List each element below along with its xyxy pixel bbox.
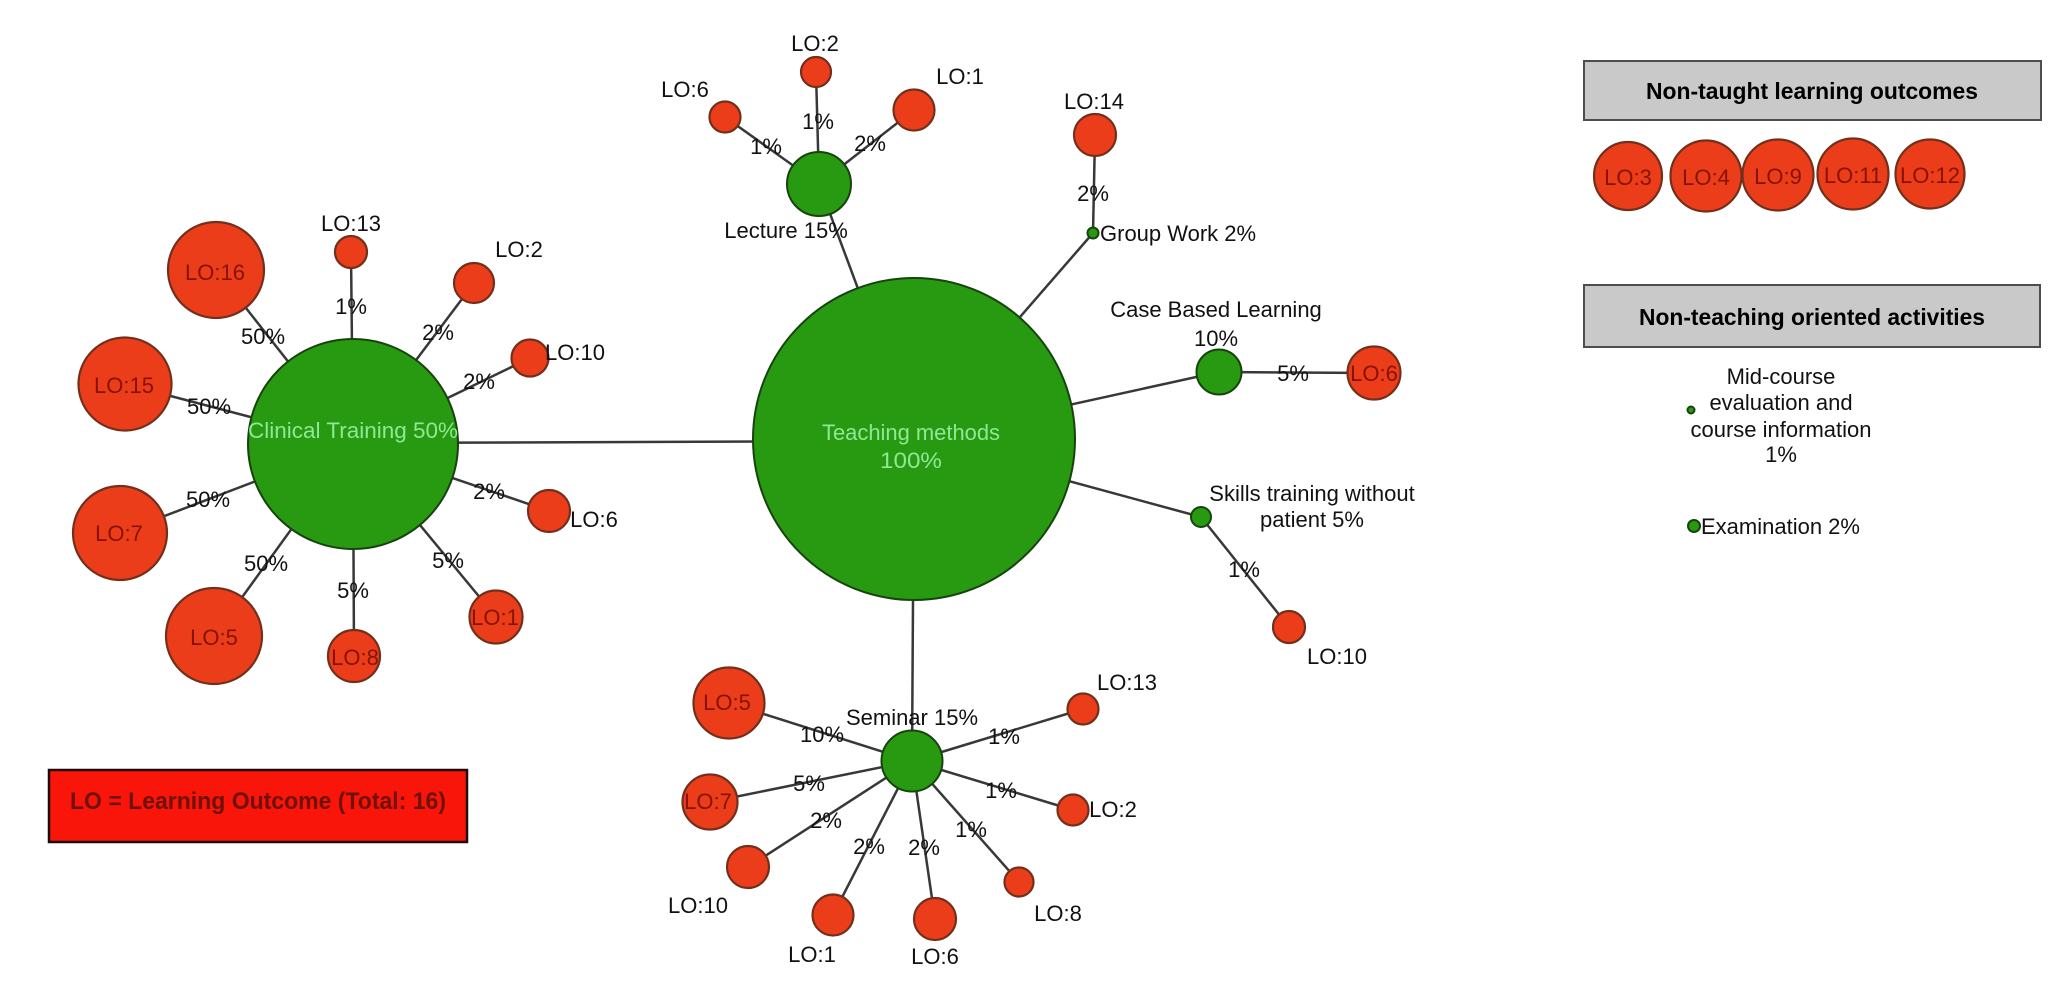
- svg-text:50%: 50%: [186, 487, 230, 512]
- svg-text:2%: 2%: [810, 808, 842, 833]
- svg-text:LO:10: LO:10: [668, 893, 728, 918]
- svg-text:LO:16: LO:16: [185, 260, 245, 285]
- svg-text:Skills training without: Skills training without: [1209, 481, 1414, 506]
- svg-text:Case Based Learning: Case Based Learning: [1110, 297, 1322, 322]
- svg-text:Seminar 15%: Seminar 15%: [846, 705, 978, 730]
- svg-text:LO:6: LO:6: [661, 77, 709, 102]
- svg-text:1%: 1%: [988, 724, 1020, 749]
- svg-text:2%: 2%: [908, 835, 940, 860]
- svg-text:1%: 1%: [1765, 442, 1797, 467]
- svg-text:LO:1: LO:1: [471, 605, 519, 630]
- svg-text:2%: 2%: [853, 834, 885, 859]
- svg-text:LO:8: LO:8: [1034, 901, 1082, 926]
- svg-text:LO:11: LO:11: [1824, 163, 1882, 188]
- svg-text:Clinical Training 50%: Clinical Training 50%: [248, 418, 458, 443]
- svg-text:LO:7: LO:7: [684, 789, 732, 814]
- svg-text:LO:3: LO:3: [1604, 165, 1652, 190]
- svg-text:50%: 50%: [187, 394, 231, 419]
- svg-text:1%: 1%: [955, 817, 987, 842]
- svg-text:course information: course information: [1691, 417, 1872, 442]
- svg-text:50%: 50%: [241, 324, 285, 349]
- svg-text:patient 5%: patient 5%: [1260, 507, 1364, 532]
- svg-text:Examination 2%: Examination 2%: [1701, 514, 1860, 539]
- svg-text:LO:15: LO:15: [94, 373, 154, 398]
- svg-text:5%: 5%: [337, 578, 369, 603]
- svg-text:LO:12: LO:12: [1900, 163, 1960, 188]
- svg-text:LO:1: LO:1: [936, 64, 984, 89]
- svg-text:LO:6: LO:6: [1350, 361, 1398, 386]
- svg-text:1%: 1%: [750, 134, 782, 159]
- svg-text:1%: 1%: [802, 109, 834, 134]
- svg-text:LO:6: LO:6: [570, 507, 618, 532]
- svg-text:LO:2: LO:2: [1089, 797, 1137, 822]
- svg-text:5%: 5%: [1277, 361, 1309, 386]
- svg-text:10%: 10%: [800, 722, 844, 747]
- svg-text:LO:14: LO:14: [1064, 89, 1124, 114]
- svg-text:LO:2: LO:2: [791, 31, 839, 56]
- svg-text:Group Work 2%: Group Work 2%: [1100, 221, 1256, 246]
- svg-text:2%: 2%: [422, 320, 454, 345]
- svg-text:LO:5: LO:5: [703, 690, 751, 715]
- svg-text:LO:10: LO:10: [1307, 644, 1367, 669]
- svg-text:2%: 2%: [854, 131, 886, 156]
- svg-text:2%: 2%: [1077, 181, 1109, 206]
- svg-text:LO:9: LO:9: [1754, 164, 1802, 189]
- svg-text:2%: 2%: [463, 369, 495, 394]
- svg-text:50%: 50%: [244, 551, 288, 576]
- svg-text:LO:10: LO:10: [545, 340, 605, 365]
- svg-text:Mid-course: Mid-course: [1727, 364, 1836, 389]
- svg-text:LO:13: LO:13: [321, 211, 381, 236]
- svg-text:1%: 1%: [985, 778, 1017, 803]
- svg-text:LO:5: LO:5: [190, 625, 238, 650]
- svg-text:LO:6: LO:6: [911, 944, 959, 969]
- svg-text:1%: 1%: [335, 294, 367, 319]
- svg-text:evaluation and: evaluation and: [1709, 390, 1852, 415]
- svg-text:LO:1: LO:1: [788, 942, 836, 967]
- svg-text:Non-taught learning outcomes: Non-taught learning outcomes: [1646, 78, 1978, 104]
- svg-text:LO:13: LO:13: [1097, 670, 1157, 695]
- svg-text:LO:4: LO:4: [1682, 165, 1730, 190]
- svg-text:Lecture 15%: Lecture 15%: [724, 218, 848, 243]
- svg-text:10%: 10%: [1194, 326, 1238, 351]
- svg-text:LO = Learning Outcome (Total:: LO = Learning Outcome (Total: 16): [70, 788, 446, 815]
- svg-text:2%: 2%: [473, 479, 505, 504]
- svg-text:5%: 5%: [432, 548, 464, 573]
- svg-text:LO:8: LO:8: [331, 645, 379, 670]
- svg-text:Teaching methods: Teaching methods: [822, 420, 1000, 445]
- svg-text:5%: 5%: [793, 771, 825, 796]
- svg-text:Non-teaching oriented activiti: Non-teaching oriented activities: [1639, 304, 1985, 330]
- svg-text:1%: 1%: [1228, 557, 1260, 582]
- svg-text:LO:2: LO:2: [495, 237, 543, 262]
- svg-text:100%: 100%: [880, 448, 942, 473]
- svg-text:LO:7: LO:7: [95, 521, 143, 546]
